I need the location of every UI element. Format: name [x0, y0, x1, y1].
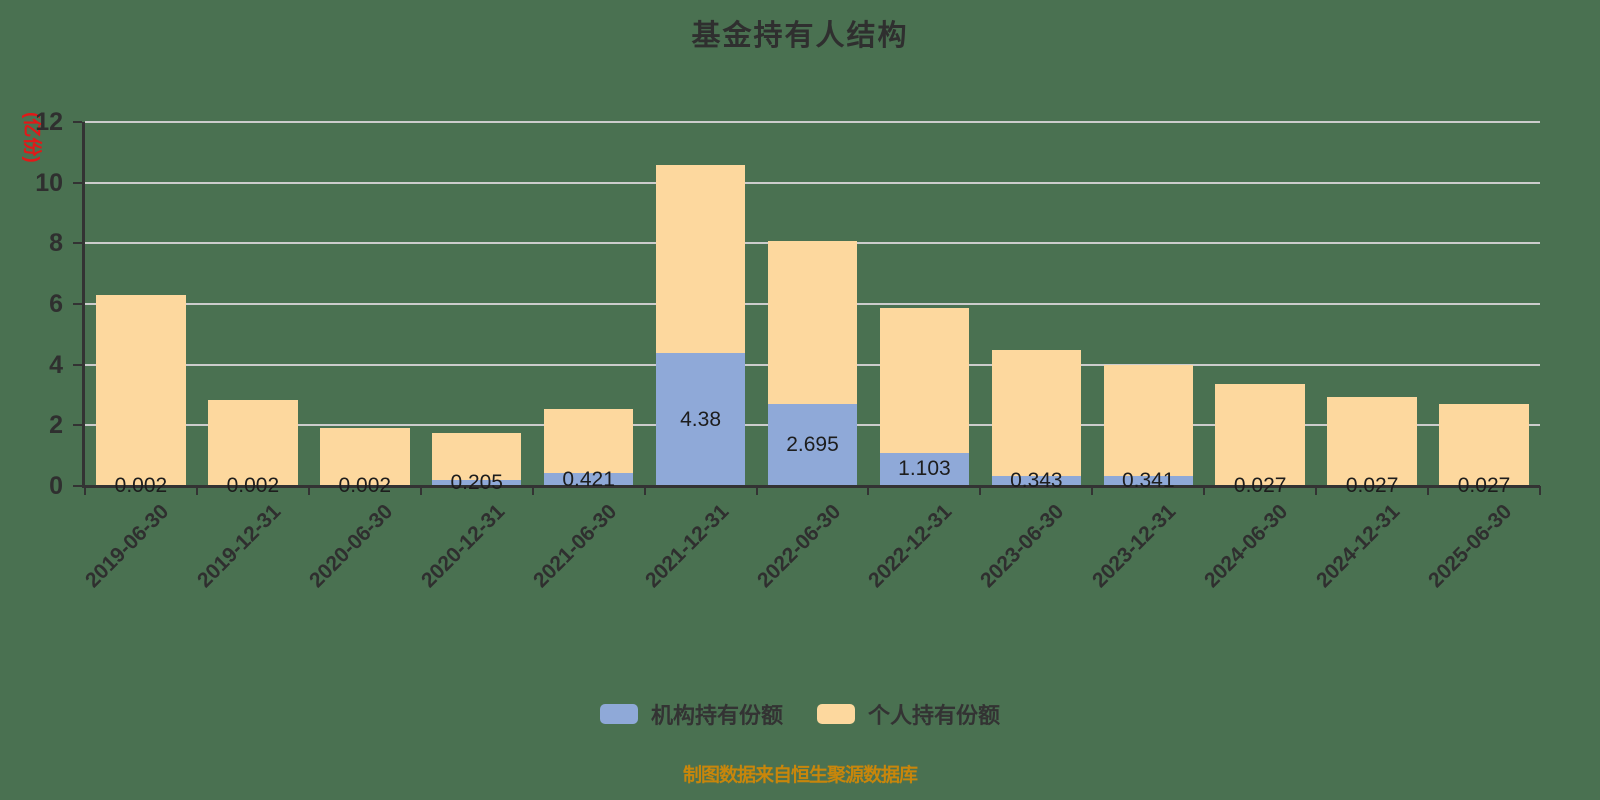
legend: 机构持有份额 个人持有份额: [0, 698, 1600, 730]
x-axis-label-2023-12-31: 2023-12-31: [1088, 500, 1181, 593]
x-axis-label-2019-06-30: 2019-06-30: [80, 500, 174, 593]
y-axis-tick-label-12: 12: [35, 108, 63, 136]
x-axis-label-2023-06-30: 2023-06-30: [976, 500, 1069, 593]
legend-swatch-individual: [817, 704, 855, 724]
bar-value-label-2022-06-30: 2.695: [786, 433, 839, 457]
x-axis-label-2021-06-30: 2021-06-30: [528, 500, 621, 593]
x-axis-label-2021-12-31: 2021-12-31: [640, 500, 733, 593]
x-axis-tick-13: [1539, 486, 1541, 495]
bar-value-label-2021-12-31: 4.38: [680, 407, 721, 431]
bar-value-label-2019-12-31: 0.002: [226, 473, 280, 497]
y-axis-tick-10: [73, 181, 82, 184]
y-axis-tick-12: [73, 121, 82, 123]
bar-individual-2024-06-30: [1215, 384, 1305, 486]
y-axis-tick-label-10: 10: [35, 168, 63, 197]
y-axis-tick-6: [73, 303, 82, 305]
bar-individual-2022-12-31: [879, 307, 970, 453]
bar-individual-2020-06-30: [320, 428, 410, 486]
x-axis-tick-6: [755, 486, 758, 495]
bar-value-label-2025-06-30: 0.027: [1457, 473, 1511, 497]
y-axis-tick-2: [73, 424, 82, 427]
bar-individual-2022-06-30: [767, 240, 858, 405]
x-axis-label-2024-12-31: 2024-12-31: [1312, 500, 1405, 593]
bar-institutional-2021-06-30: [543, 473, 634, 486]
bar-institutional-2023-12-31: [1103, 475, 1194, 486]
y-axis-tick-label-2: 2: [49, 411, 63, 440]
legend-label-individual: 个人持有份额: [868, 703, 1001, 728]
bar-institutional-2020-12-31: [431, 479, 522, 486]
gridline-y-10: [85, 181, 1540, 184]
bar-individual-2019-12-31: [208, 399, 298, 486]
legend-item-institutional[interactable]: 机构持有份额: [599, 698, 783, 730]
data-source-note: 制图数据来自恒生聚源数据库: [682, 765, 918, 786]
x-axis-tick-8: [979, 486, 982, 495]
bar-value-label-2021-06-30: 0.421: [562, 467, 615, 491]
y-axis-tick-0: [73, 485, 82, 487]
x-axis-tick-0: [84, 486, 86, 495]
bar-institutional-2021-12-31: [655, 353, 746, 486]
x-axis-tick-10: [1203, 486, 1206, 495]
x-axis-tick-7: [867, 486, 870, 495]
x-axis-tick-11: [1315, 486, 1318, 495]
y-axis-tick-label-4: 4: [49, 350, 63, 379]
bar-value-label-2020-06-30: 0.002: [338, 473, 392, 497]
chart-title: 基金持有人结构: [691, 20, 909, 52]
x-axis-tick-4: [531, 486, 534, 495]
x-axis-tick-12: [1427, 486, 1430, 495]
gridline-y-12: [85, 121, 1540, 123]
bar-institutional-2022-06-30: [767, 404, 858, 486]
x-axis-tick-1: [195, 486, 198, 495]
bar-individual-2021-12-31: [655, 165, 746, 354]
x-axis-label-2022-12-31: 2022-12-31: [864, 500, 957, 593]
bar-individual-2024-12-31: [1327, 396, 1417, 486]
x-axis-line: [82, 485, 1540, 488]
bar-individual-2020-12-31: [431, 433, 522, 480]
x-axis-tick-3: [419, 486, 422, 495]
y-axis-tick-label-6: 6: [49, 290, 63, 318]
bar-value-label-2023-12-31: 0.341: [1121, 468, 1175, 492]
bar-value-label-2020-12-31: 0.205: [450, 470, 503, 494]
bar-individual-2019-06-30: [96, 294, 186, 486]
x-axis-label-2025-06-30: 2025-06-30: [1424, 500, 1517, 593]
x-axis-label-2022-06-30: 2022-06-30: [752, 500, 845, 593]
x-axis-label-2020-06-30: 2020-06-30: [304, 500, 398, 593]
bar-value-label-2023-06-30: 0.343: [1010, 468, 1063, 492]
bar-individual-2025-06-30: [1439, 404, 1529, 486]
y-axis-line: [82, 122, 85, 486]
bar-value-label-2022-12-31: 1.103: [898, 457, 951, 481]
bar-individual-2023-12-31: [1103, 364, 1194, 476]
bar-value-label-2024-12-31: 0.027: [1345, 473, 1399, 497]
bar-institutional-2023-06-30: [991, 475, 1082, 486]
y-axis-tick-label-8: 8: [49, 229, 63, 258]
x-axis-tick-9: [1091, 486, 1094, 495]
bar-individual-2021-06-30: [543, 408, 634, 474]
plot-area: 0 2 4 6 8 10 12 0.002 2019-06-30 0.002 2019-12-31 0…: [35, 109, 1541, 592]
y-axis-tick-4: [73, 363, 82, 366]
legend-swatch-institutional: [599, 704, 638, 724]
x-axis-label-2019-12-31: 2019-12-31: [192, 500, 286, 593]
x-axis-tick-2: [307, 486, 310, 495]
legend-item-individual[interactable]: 个人持有份额: [817, 698, 1000, 730]
y-axis-tick-8: [73, 242, 82, 245]
x-axis-tick-5: [643, 486, 646, 495]
x-axis-label-2024-06-30: 2024-06-30: [1200, 500, 1293, 593]
bar-institutional-2022-12-31: [879, 452, 970, 486]
bar-value-label-2024-06-30: 0.027: [1233, 473, 1287, 497]
bar-individual-2023-06-30: [991, 349, 1082, 476]
bar-value-label-2019-06-30: 0.002: [114, 473, 168, 497]
y-axis-tick-label-0: 0: [49, 472, 63, 500]
x-axis-label-2020-12-31: 2020-12-31: [416, 500, 509, 593]
legend-label-institutional: 机构持有份额: [650, 703, 783, 728]
